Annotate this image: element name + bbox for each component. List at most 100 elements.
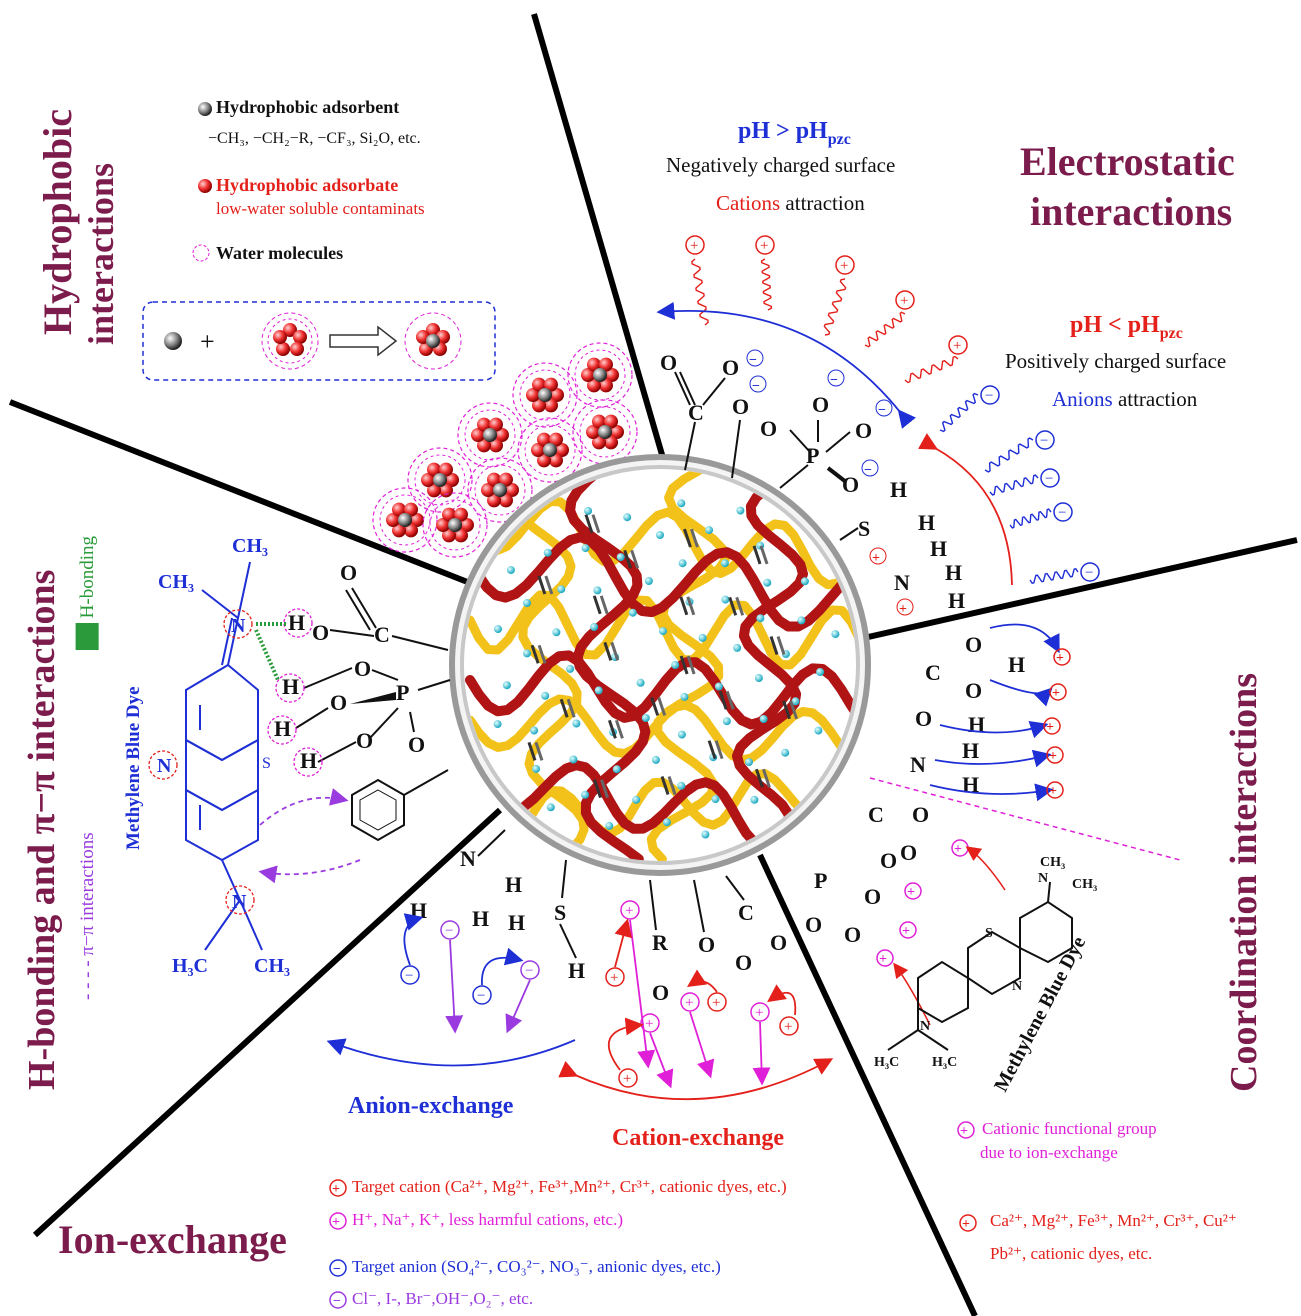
svg-text:−: − [1045,471,1053,487]
hydrophobic-cluster [467,457,533,523]
svg-text:O: O [880,848,897,873]
svg-text:CH₃: CH₃ [232,535,268,557]
hydrophobic-cluster [372,487,438,553]
mb-dye-structure-left [185,561,263,951]
svg-text:H: H [300,748,317,773]
common-anions-legend: Cl⁻, I-, Br⁻,OH⁻,O₂⁻, etc. [352,1289,534,1308]
low-ph-label: pH < pHpzc [1070,312,1183,342]
ion-exchange-groups: N H H H S H H R O O C O O [410,829,787,1005]
hydrophobic-cluster [567,342,633,408]
svg-text:H: H [1008,652,1025,677]
ion-exchange-title: Ion-exchange [58,1217,287,1262]
svg-text:+: + [784,1019,792,1035]
svg-text:CH₃: CH₃ [1040,855,1065,870]
svg-text:−: − [525,963,533,979]
svg-text:+: + [1046,720,1054,735]
svg-text:+: + [685,995,693,1011]
svg-text:N: N [232,891,247,913]
svg-text:O: O [354,656,371,681]
svg-text:N: N [1038,871,1048,886]
cationic-group-line1: Cationic functional group [982,1119,1157,1138]
svg-text:N: N [920,1019,930,1034]
svg-text:+: + [907,885,915,900]
positive-surface-label: Positively charged surface [1005,349,1227,373]
cationic-group-line2: due to ion-exchange [980,1143,1118,1162]
svg-text:H: H [472,906,489,931]
svg-text:O: O [408,732,425,757]
svg-text:S: S [554,900,566,925]
hbonding-title: H-bonding and π−π interactions [21,569,63,1090]
svg-text:O: O [864,884,881,909]
svg-text:−: − [1058,505,1066,521]
svg-text:O: O [660,350,677,375]
hydrophobic-cluster [512,362,578,428]
svg-text:N: N [157,755,172,777]
svg-text:−: − [405,968,413,984]
svg-text:+: + [1049,749,1057,764]
svg-text:O: O [356,728,373,753]
mb-dye-labels-right: CH₃ CH₃ N S N N H₃C H₃C [874,855,1097,1070]
hydrophobic-title-line2: interactions [81,163,121,345]
coordination-groups-right: C O O H O H N H H C O O P O O O O + + + + + [805,623,1181,1026]
svg-text:O: O [900,840,917,865]
svg-text:+: + [840,258,848,274]
svg-text:H: H [962,772,979,797]
svg-text:N: N [1012,979,1022,994]
svg-text:O: O [770,930,787,955]
hydrophobic-cluster-array [372,342,638,558]
svg-text:+: + [879,952,887,967]
svg-text:H: H [968,712,985,737]
target-cation-legend: Target cation (Ca²⁺, Mg²⁺, Fe³⁺,Mn²⁺, Cr… [352,1177,787,1196]
hydrophobic-process-box [142,301,496,381]
process-complex-icon [404,312,462,370]
svg-text:P: P [814,868,827,893]
ion-legend-symbols [329,1121,977,1309]
svg-text:O: O [698,932,715,957]
svg-text:−: − [445,923,453,939]
svg-text:O: O [965,678,982,703]
svg-text:−: − [864,463,872,478]
svg-text:H: H [274,716,291,741]
adsorbent-examples: −CH₃, −CH₂−R, −CF₃, Si₂O, etc. [208,130,421,147]
less-harmful-legend: H⁺, Na⁺, K⁺, less harmful cations, etc.) [352,1210,623,1229]
hydrophobic-cluster [457,402,523,468]
svg-text:−: − [878,403,886,418]
adsorbent-ball-icon [198,102,212,116]
svg-text:+: + [1052,686,1060,701]
plus-sign: + [200,327,215,356]
svg-text:O: O [760,416,777,441]
svg-text:+: + [610,970,618,986]
h-bonding-legend: ██ H-bonding [77,535,98,650]
svg-text:−: − [1085,565,1093,581]
svg-text:+: + [625,903,633,919]
svg-text:P: P [396,680,409,705]
svg-text:O: O [965,632,982,657]
svg-text:O: O [652,980,669,1005]
svg-text:H: H [288,610,305,635]
svg-text:H: H [930,536,947,561]
ion-legend-symbol-signs: + + − − + + [332,1124,970,1309]
mb-dye-name-left: Methylene Blue Dye [123,686,144,850]
svg-text:O: O [340,560,357,585]
adsorbate-label: Hydrophobic adsorbate [216,175,399,195]
coordination-ions-line1: Ca²⁺, Mg²⁺, Fe³⁺, Mn²⁺, Cr³⁺, Cu²⁺ [990,1211,1237,1230]
svg-text:+: + [962,1217,970,1232]
electrostatic-title-line1: Electrostatic [1020,139,1235,184]
svg-text:N: N [231,615,246,637]
hydrophobic-legend-graphics [142,102,496,381]
process-adsorbent-icon [164,332,182,350]
svg-text:−: − [985,388,993,404]
svg-text:O: O [735,950,752,975]
svg-text:+: + [332,1215,340,1230]
svg-text:O: O [915,706,932,731]
svg-text:O: O [312,620,329,645]
svg-text:N: N [910,752,926,777]
svg-text:H: H [962,738,979,763]
anions-attraction-label: Anions attraction [1052,387,1198,411]
mb-dye-labels-left: CH₃ CH₃ N N S N H₃C CH₃ [148,535,361,977]
mb-dye-structure-right [887,881,1073,1051]
svg-text:H: H [918,510,935,535]
svg-text:O: O [722,355,739,380]
cation-exchange-label: Cation-exchange [612,1125,784,1151]
svg-text:R: R [652,930,669,955]
